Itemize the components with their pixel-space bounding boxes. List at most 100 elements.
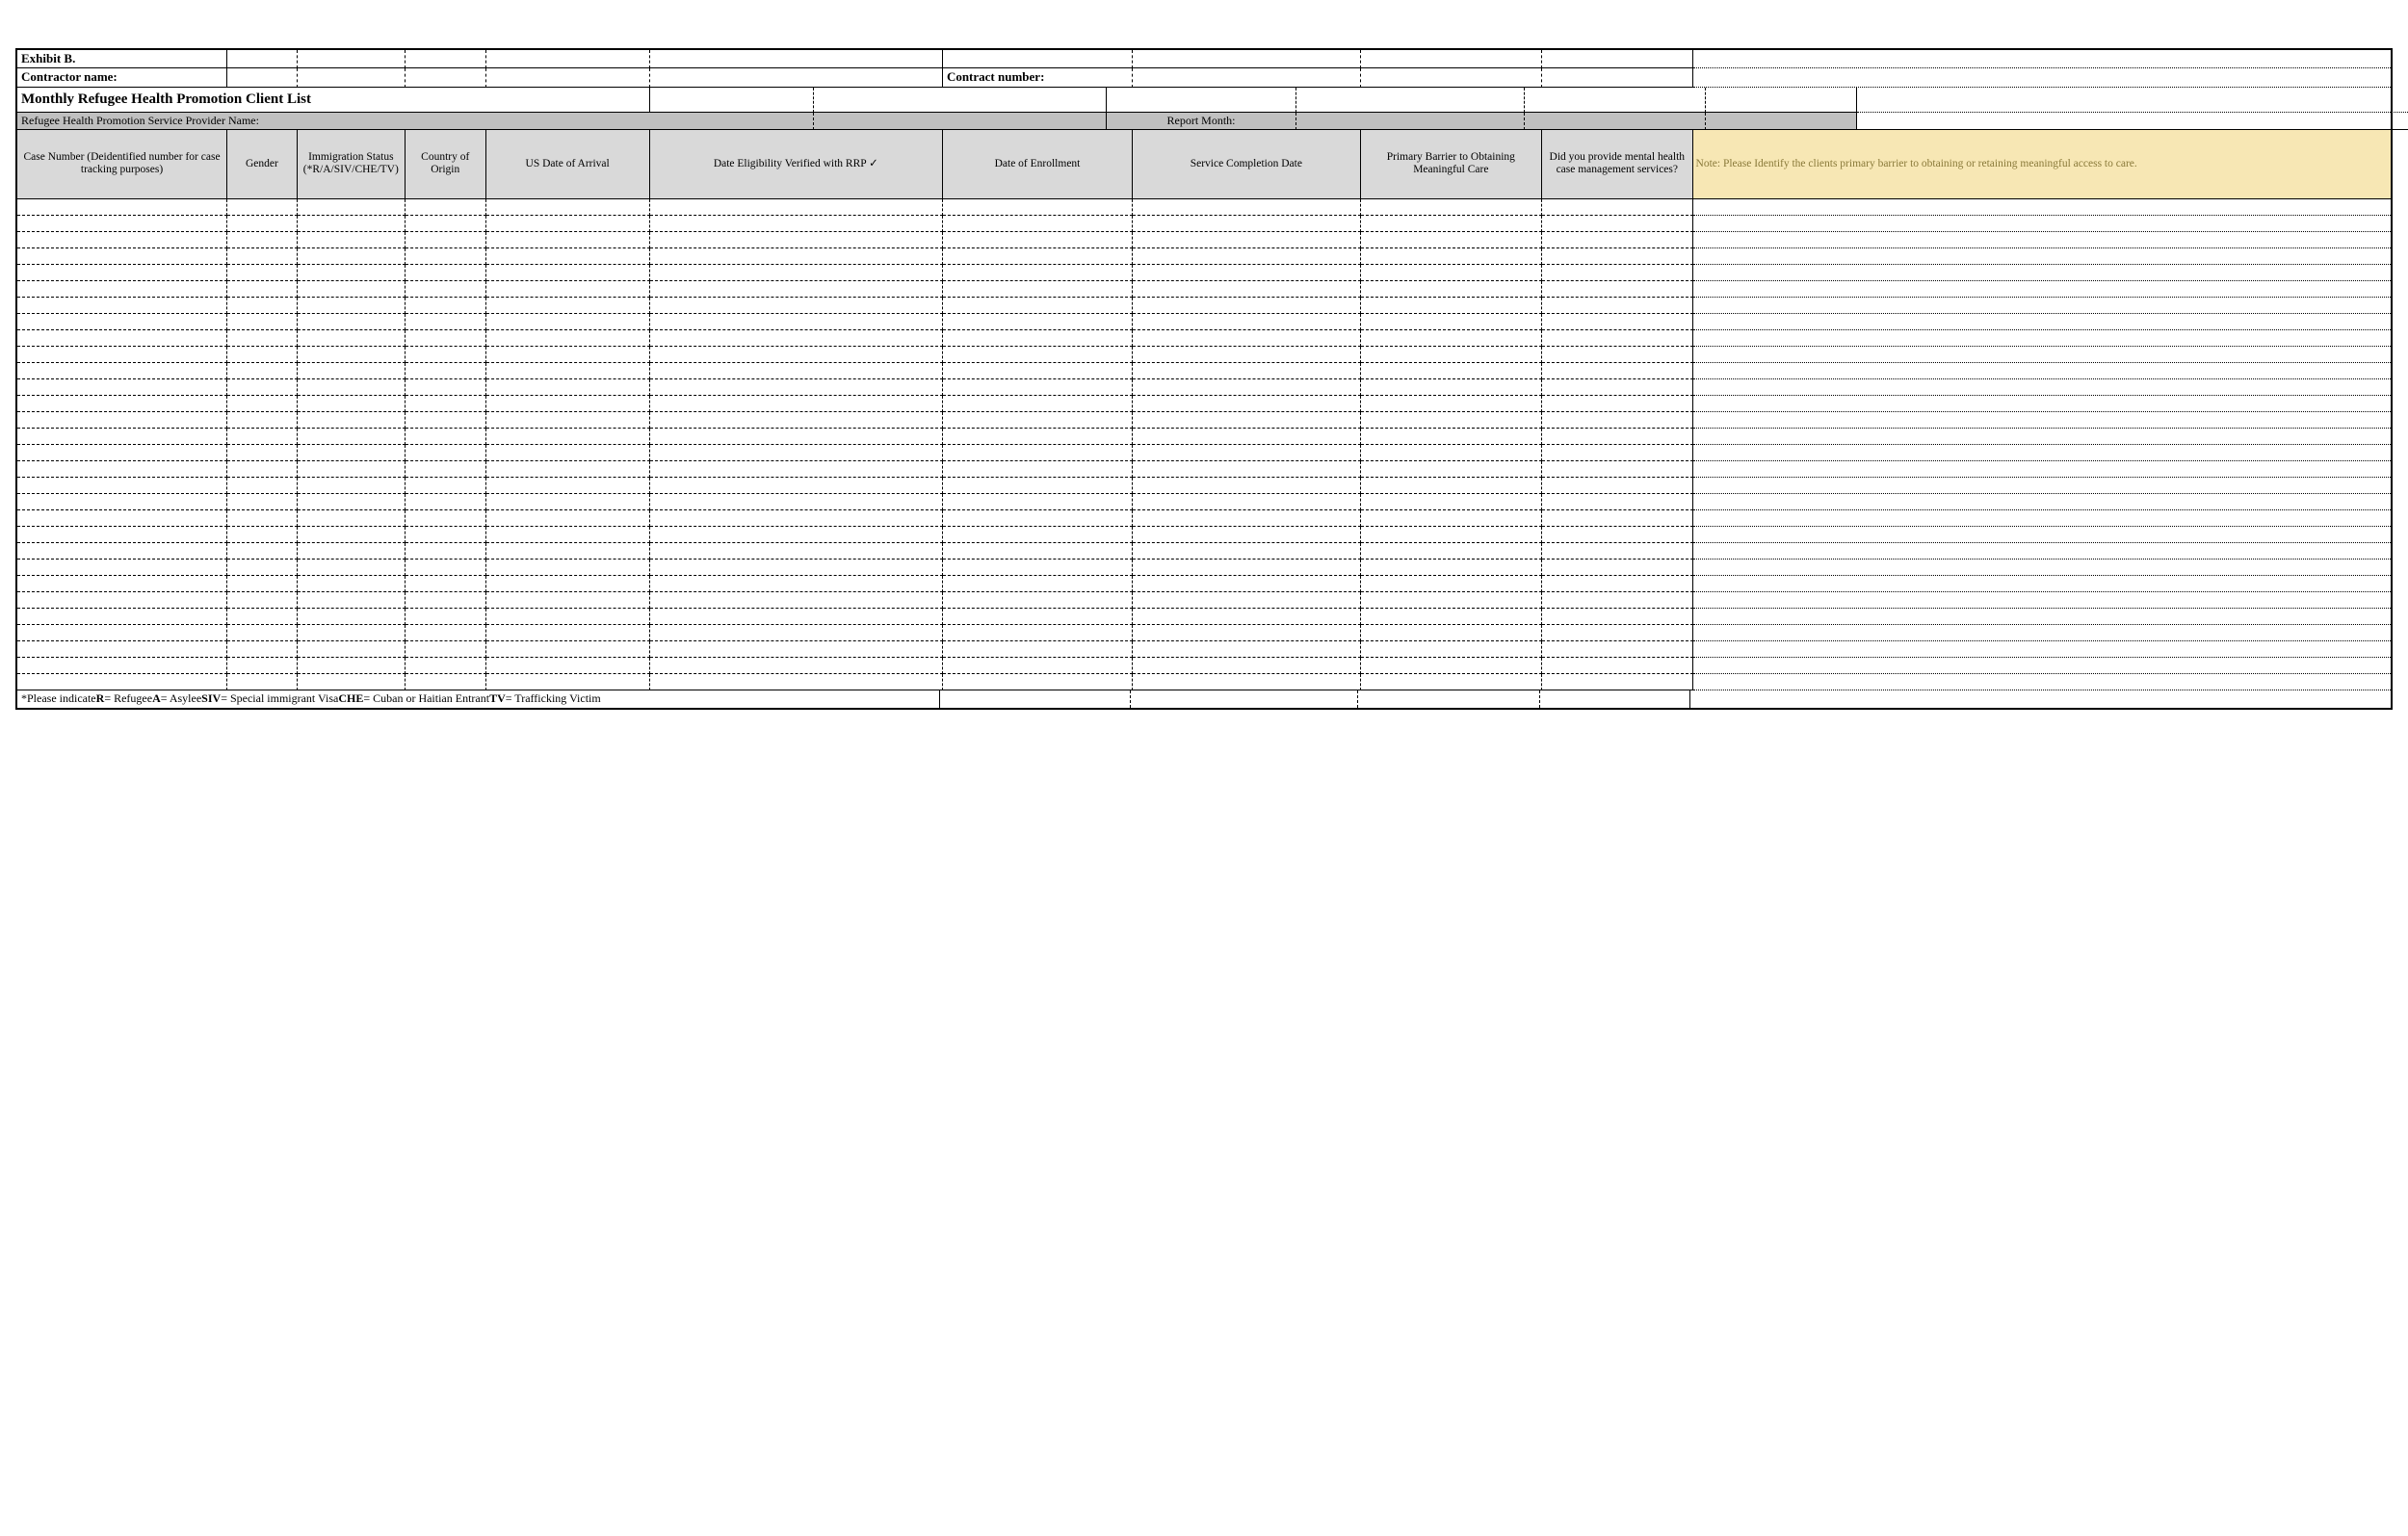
data-cell[interactable] (650, 609, 943, 625)
data-cell[interactable] (406, 314, 486, 330)
data-cell[interactable] (1361, 429, 1542, 445)
data-cell[interactable] (1133, 412, 1361, 429)
data-cell[interactable] (486, 592, 650, 609)
data-cell[interactable] (486, 478, 650, 494)
data-cell[interactable] (17, 609, 227, 625)
data-cell[interactable] (943, 478, 1133, 494)
data-cell[interactable] (298, 429, 406, 445)
data-cell[interactable] (1542, 560, 1692, 576)
data-cell[interactable] (227, 527, 298, 543)
data-cell[interactable] (943, 396, 1133, 412)
data-cell[interactable] (650, 592, 943, 609)
data-cell[interactable] (17, 625, 227, 641)
data-cell[interactable] (486, 625, 650, 641)
data-cell[interactable] (943, 379, 1133, 396)
data-cell[interactable] (650, 658, 943, 674)
contract-number-value[interactable] (1542, 68, 1692, 87)
data-cell[interactable] (17, 543, 227, 560)
data-cell[interactable] (1542, 494, 1692, 510)
data-cell[interactable] (1361, 674, 1542, 690)
data-cell[interactable] (406, 379, 486, 396)
data-cell[interactable] (486, 199, 650, 216)
data-cell[interactable] (1361, 396, 1542, 412)
data-cell[interactable] (298, 248, 406, 265)
data-cell[interactable] (298, 330, 406, 347)
data-cell[interactable] (227, 199, 298, 216)
data-cell[interactable] (1133, 216, 1361, 232)
data-cell[interactable] (298, 658, 406, 674)
data-cell[interactable] (227, 641, 298, 658)
data-cell[interactable] (298, 363, 406, 379)
data-cell[interactable] (227, 576, 298, 592)
data-cell[interactable] (1542, 216, 1692, 232)
data-cell[interactable] (486, 216, 650, 232)
data-cell[interactable] (1542, 232, 1692, 248)
data-cell[interactable] (1133, 248, 1361, 265)
data-cell[interactable] (1693, 347, 2391, 363)
data-cell[interactable] (298, 396, 406, 412)
data-cell[interactable] (406, 199, 486, 216)
data-cell[interactable] (1542, 347, 1692, 363)
data-cell[interactable] (17, 347, 227, 363)
data-cell[interactable] (406, 560, 486, 576)
data-cell[interactable] (1133, 494, 1361, 510)
data-cell[interactable] (17, 576, 227, 592)
data-cell[interactable] (650, 330, 943, 347)
data-cell[interactable] (406, 494, 486, 510)
data-cell[interactable] (298, 674, 406, 690)
data-cell[interactable] (406, 265, 486, 281)
report-month-value[interactable] (1706, 113, 1856, 130)
data-cell[interactable] (406, 510, 486, 527)
data-cell[interactable] (1361, 641, 1542, 658)
data-cell[interactable] (298, 232, 406, 248)
data-cell[interactable] (406, 658, 486, 674)
data-cell[interactable] (1693, 560, 2391, 576)
data-cell[interactable] (1693, 445, 2391, 461)
data-cell[interactable] (298, 445, 406, 461)
data-cell[interactable] (1542, 510, 1692, 527)
data-cell[interactable] (1133, 543, 1361, 560)
data-cell[interactable] (17, 527, 227, 543)
data-cell[interactable] (1133, 347, 1361, 363)
data-cell[interactable] (1542, 461, 1692, 478)
data-cell[interactable] (1361, 592, 1542, 609)
data-cell[interactable] (650, 576, 943, 592)
data-cell[interactable] (17, 461, 227, 478)
data-cell[interactable] (650, 379, 943, 396)
data-cell[interactable] (1133, 641, 1361, 658)
data-cell[interactable] (1361, 248, 1542, 265)
data-cell[interactable] (486, 396, 650, 412)
data-cell[interactable] (486, 609, 650, 625)
data-cell[interactable] (298, 379, 406, 396)
data-cell[interactable] (227, 379, 298, 396)
data-cell[interactable] (17, 658, 227, 674)
data-cell[interactable] (406, 347, 486, 363)
data-cell[interactable] (486, 314, 650, 330)
data-cell[interactable] (650, 674, 943, 690)
data-cell[interactable] (1133, 265, 1361, 281)
data-cell[interactable] (1361, 379, 1542, 396)
data-cell[interactable] (650, 281, 943, 298)
data-cell[interactable] (1133, 510, 1361, 527)
data-cell[interactable] (486, 265, 650, 281)
data-cell[interactable] (943, 363, 1133, 379)
data-cell[interactable] (1693, 412, 2391, 429)
data-cell[interactable] (1133, 232, 1361, 248)
data-cell[interactable] (1542, 543, 1692, 560)
data-cell[interactable] (406, 216, 486, 232)
data-cell[interactable] (943, 527, 1133, 543)
data-cell[interactable] (943, 625, 1133, 641)
data-cell[interactable] (486, 232, 650, 248)
data-cell[interactable] (1542, 298, 1692, 314)
data-cell[interactable] (1693, 641, 2391, 658)
data-cell[interactable] (650, 510, 943, 527)
data-cell[interactable] (943, 412, 1133, 429)
data-cell[interactable] (298, 265, 406, 281)
data-cell[interactable] (17, 248, 227, 265)
data-cell[interactable] (1133, 527, 1361, 543)
data-cell[interactable] (1542, 658, 1692, 674)
data-cell[interactable] (17, 592, 227, 609)
data-cell[interactable] (650, 412, 943, 429)
data-cell[interactable] (227, 298, 298, 314)
data-cell[interactable] (406, 543, 486, 560)
